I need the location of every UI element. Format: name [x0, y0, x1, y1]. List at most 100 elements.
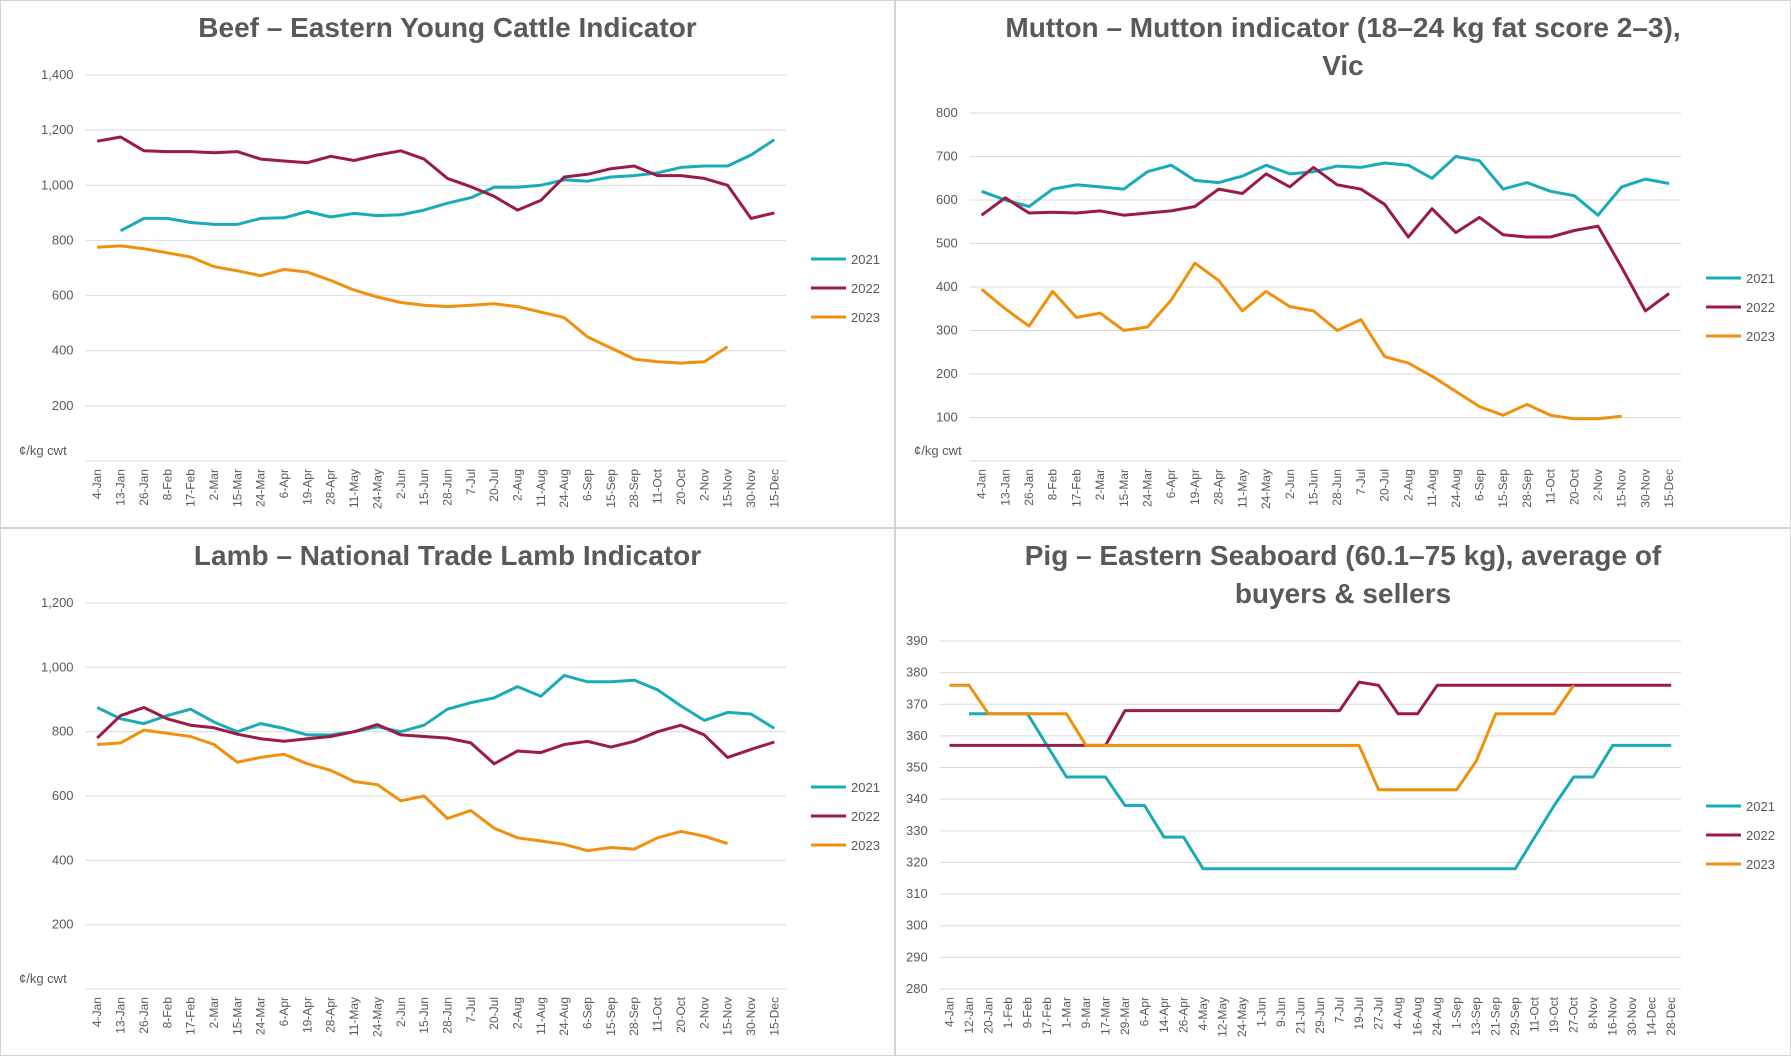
y-tick-label: 400 — [52, 343, 74, 358]
y-tick-label: 800 — [52, 232, 74, 247]
y-tick-label: 1,000 — [41, 177, 74, 192]
x-tick-label: 2-Nov — [1591, 469, 1605, 501]
x-tick-label: 26-Jan — [137, 997, 151, 1034]
x-tick-label: 15-Sep — [1496, 469, 1510, 508]
chart: 280 290 300 310 320 330 340 350 360 370 380 390 4-Ja… — [906, 633, 1775, 1037]
x-tick-label: 26-Apr — [1177, 997, 1191, 1033]
x-tick-label: 30-Nov — [744, 997, 758, 1036]
y-tick-label: 600 — [52, 788, 74, 803]
line-series — [96, 673, 776, 737]
x-tick-label: 2-Aug — [510, 469, 524, 501]
legend-label: 2021 — [1746, 799, 1775, 814]
x-tick-label: 11-Oct — [651, 468, 665, 504]
x-tick-label: 8-Feb — [160, 469, 174, 501]
legend-label: 2021 — [1746, 271, 1775, 286]
x-tick-label: 21-Jun — [1294, 997, 1308, 1034]
x-tick-label: 9-Feb — [1020, 997, 1034, 1029]
x-tick-label: 26-Jan — [137, 469, 151, 506]
y-tick-label: 400 — [936, 279, 958, 294]
x-tick-label: 20-Oct — [1567, 468, 1581, 505]
x-tick-label: 15-Sep — [604, 469, 618, 508]
x-tick-label: 17-Feb — [1069, 469, 1083, 507]
x-tick-label: 15-Dec — [1662, 469, 1676, 508]
x-tick-label: 11-Aug — [534, 997, 548, 1035]
x-tick-label: 4-Jan — [942, 997, 956, 1027]
x-tick-label: 4-Jan — [90, 469, 104, 499]
x-tick-label: 15-Jun — [1306, 469, 1320, 506]
x-tick-label: 2-Mar — [1093, 469, 1107, 500]
x-tick-label: 17-Mar — [1099, 997, 1113, 1035]
x-tick-label: 16-Aug — [1411, 997, 1425, 1036]
x-tick-label: 8-Nov — [1586, 997, 1600, 1029]
x-tick-label: 11-Oct — [1544, 468, 1558, 504]
x-tick-label: 28-Jun — [440, 997, 454, 1034]
chart-panel: Lamb – National Trade Lamb Indicator 200 4… — [0, 528, 895, 1056]
chart-panel: Pig – Eastern Seaboard (60.1–75 kg), ave… — [895, 528, 1791, 1056]
x-tick-label: 7-Jul — [1333, 997, 1347, 1023]
x-tick-label: 11-Oct — [1528, 996, 1542, 1032]
x-tick-label: 27-Oct — [1567, 996, 1581, 1033]
y-tick-label: 1,400 — [41, 67, 74, 82]
x-tick-label: 6-Apr — [277, 997, 291, 1026]
x-tick-label: 2-Aug — [510, 997, 524, 1029]
line-series — [97, 728, 729, 853]
y-tick-label: 1,200 — [41, 595, 74, 610]
x-tick-label: 11-May — [1235, 469, 1249, 508]
y-tick-label: 320 — [906, 854, 928, 869]
x-tick-label: 19-Apr — [300, 997, 314, 1033]
line-series — [119, 138, 776, 233]
y-tick-label: 300 — [906, 918, 928, 933]
x-tick-label: 24-Aug — [557, 469, 571, 508]
x-tick-label: 13-Jan — [114, 469, 128, 506]
x-tick-label: 15-Jun — [417, 997, 431, 1034]
line-series — [949, 683, 1575, 792]
legend-label: 2022 — [851, 281, 880, 296]
x-tick-label: 19-Oct — [1547, 996, 1561, 1033]
y-axis-label: ¢/kg cwt — [19, 971, 67, 986]
x-tick-label: 7-Jul — [1354, 469, 1368, 495]
y-tick-label: 360 — [906, 728, 928, 743]
x-tick-label: 7-Jul — [464, 469, 478, 495]
x-tick-label: 6-Sep — [581, 469, 595, 501]
chart-title: Mutton – Mutton indicator (18–24 kg fat … — [1005, 12, 1681, 81]
x-tick-label: 2-Jun — [1283, 469, 1297, 499]
x-tick-label: 16-Nov — [1606, 997, 1620, 1036]
x-tick-label: 24-May — [1259, 469, 1273, 509]
legend-label: 2022 — [1746, 300, 1775, 315]
x-tick-label: 4-Jan — [975, 469, 989, 499]
chart-panel: Mutton – Mutton indicator (18–24 kg fat … — [895, 0, 1791, 528]
x-tick-label: 24-Aug — [1430, 997, 1444, 1036]
x-tick-label: 15-Dec — [767, 469, 781, 508]
line-series — [96, 135, 775, 220]
x-tick-label: 15-Nov — [1615, 469, 1629, 508]
x-tick-label: 30-Nov — [1638, 469, 1652, 508]
x-tick-label: 2-Aug — [1401, 469, 1415, 501]
legend-label: 2023 — [1746, 857, 1775, 872]
x-tick-label: 11-May — [347, 997, 361, 1036]
x-tick-label: 8-Feb — [160, 997, 174, 1029]
line-series — [980, 261, 1622, 421]
x-tick-label: 19-Jul — [1352, 997, 1366, 1030]
legend-label: 2021 — [851, 780, 880, 795]
legend-label: 2022 — [1746, 828, 1775, 843]
x-tick-label: 11-Aug — [1425, 469, 1439, 507]
x-tick-label: 6-Sep — [1472, 469, 1486, 501]
x-tick-label: 24-May — [1235, 997, 1249, 1037]
y-tick-label: 380 — [906, 665, 928, 680]
x-tick-label: 19-Apr — [1188, 469, 1202, 505]
x-tick-label: 2-Nov — [697, 469, 711, 501]
chart-title: Pig – Eastern Seaboard (60.1–75 kg), ave… — [1024, 540, 1662, 609]
x-tick-label: 6-Apr — [1164, 469, 1178, 498]
chart-title: Lamb – National Trade Lamb Indicator — [193, 540, 702, 571]
x-tick-label: 14-Apr — [1157, 997, 1171, 1033]
x-tick-label: 4-May — [1196, 997, 1210, 1030]
legend-label: 2021 — [851, 252, 880, 267]
y-tick-label: 290 — [906, 949, 928, 964]
x-tick-label: 27-Jul — [1372, 997, 1386, 1030]
x-tick-label: 13-Jan — [114, 997, 128, 1034]
x-tick-label: 15-Mar — [230, 469, 244, 507]
x-tick-label: 19-Apr — [300, 469, 314, 505]
line-series — [97, 244, 729, 365]
x-tick-label: 6-Apr — [1138, 997, 1152, 1026]
x-tick-label: 29-Mar — [1118, 997, 1132, 1035]
